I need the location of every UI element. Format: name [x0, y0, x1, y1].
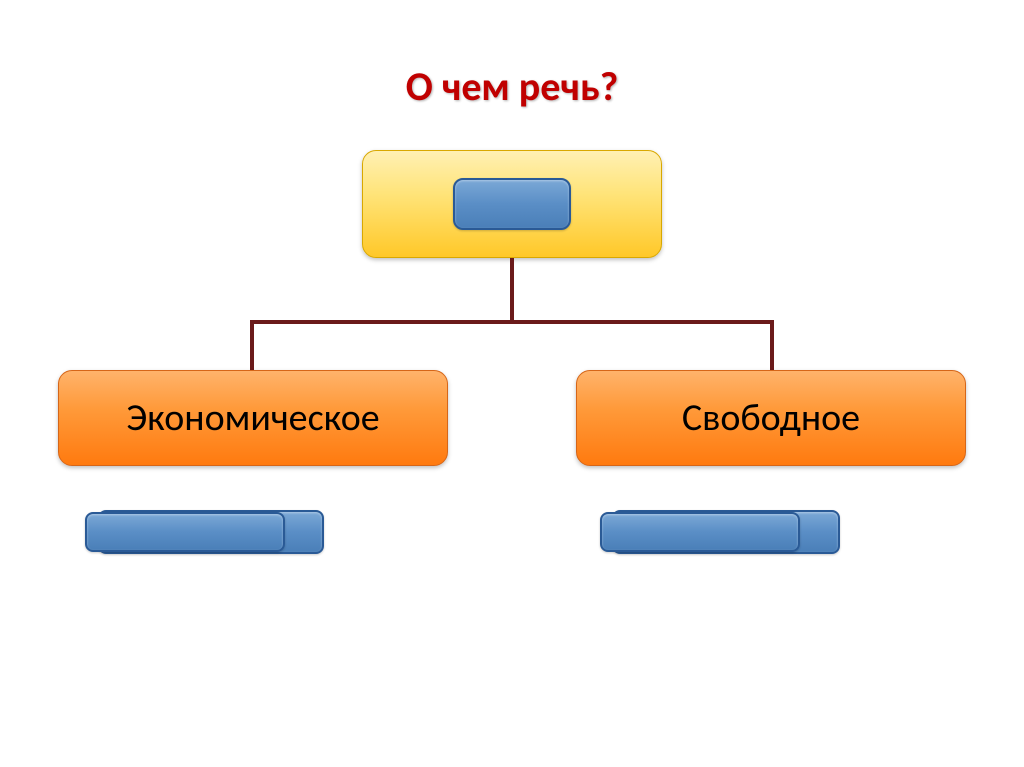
child-node-left: Экономическое	[58, 370, 448, 466]
connector-vertical-right	[770, 320, 774, 370]
page-title: О чем речь?	[0, 62, 1024, 111]
connector-vertical-left	[250, 320, 254, 370]
connector-vertical-root	[510, 258, 514, 322]
child-right-label: Свободное	[682, 395, 860, 441]
child-node-right: Свободное	[576, 370, 966, 466]
child-left-label: Экономическое	[126, 395, 379, 441]
root-node	[362, 150, 662, 258]
footer-box-right-front	[600, 512, 800, 552]
hierarchy-diagram: Экономическое Свободное	[0, 150, 1024, 710]
root-inner-pill	[453, 178, 571, 230]
connector-horizontal	[250, 320, 774, 324]
footer-box-left-front	[85, 512, 285, 552]
